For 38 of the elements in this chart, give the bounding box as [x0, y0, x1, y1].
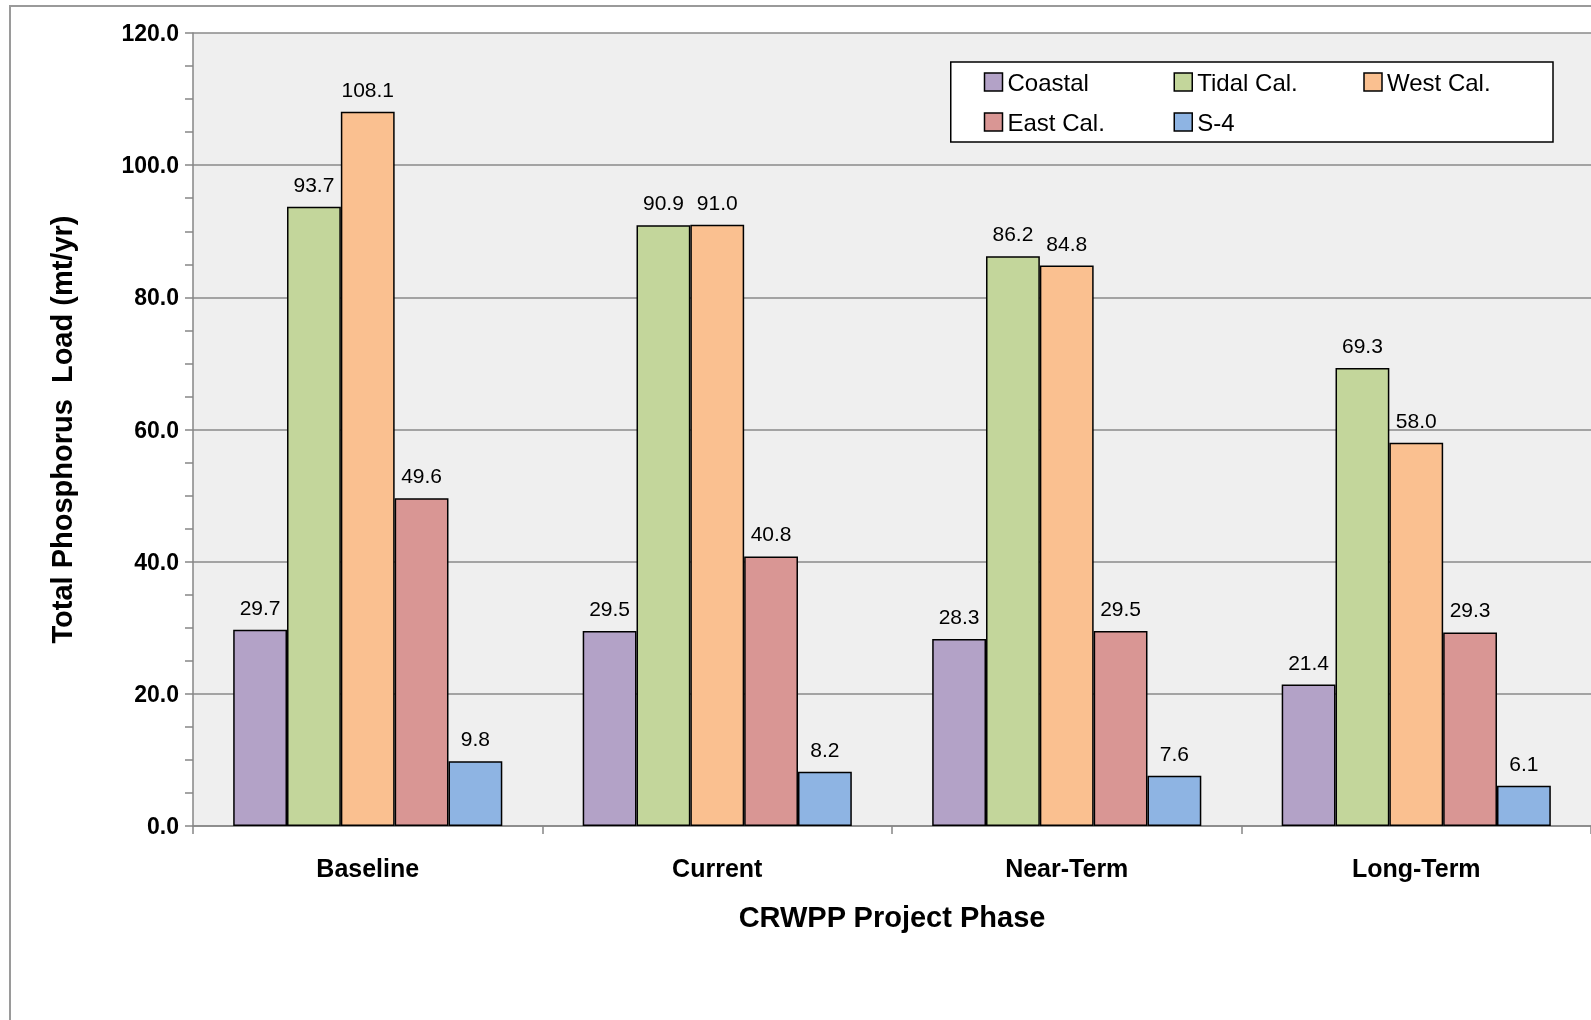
- legend-label: Tidal Cal.: [1197, 68, 1298, 96]
- data-label: 7.6: [1159, 741, 1189, 765]
- data-label: 29.5: [589, 597, 631, 621]
- data-label: 28.3: [938, 604, 980, 628]
- data-label: 84.8: [1046, 231, 1088, 255]
- legend-label: S-4: [1197, 108, 1235, 136]
- x-tick-label: Baseline: [316, 853, 420, 882]
- y-tick-label: 0.0: [147, 813, 179, 839]
- y-tick-label: 100.0: [121, 152, 179, 179]
- y-tick-label: 40.0: [134, 548, 179, 575]
- x-axis-title: CRWPP Project Phase: [738, 900, 1046, 933]
- data-label: 91.0: [696, 190, 738, 214]
- legend-label: East Cal.: [1007, 108, 1105, 136]
- data-label: 40.8: [750, 522, 792, 546]
- y-axis-title: Total Phosphorus Load (mt/yr): [45, 215, 78, 644]
- y-tick-label: 60.0: [134, 416, 179, 443]
- data-label: 29.7: [239, 595, 281, 619]
- data-label: 93.7: [293, 172, 335, 196]
- data-label: 6.1: [1509, 751, 1539, 775]
- x-tick-label: Long-Term: [1351, 853, 1481, 882]
- x-tick-label: Current: [672, 853, 764, 882]
- legend-label: West Cal.: [1387, 68, 1491, 96]
- x-tick-label: Near-Term: [1005, 853, 1129, 882]
- data-label: 8.2: [810, 737, 840, 761]
- y-tick-label: 80.0: [134, 284, 179, 311]
- y-tick-label: 20.0: [134, 680, 179, 707]
- data-label: 29.5: [1100, 597, 1142, 621]
- data-label: 58.0: [1395, 408, 1437, 432]
- data-label: 49.6: [401, 464, 443, 488]
- legend-label: Coastal: [1007, 68, 1089, 96]
- data-label: 90.9: [642, 191, 684, 215]
- y-tick-label: 120.0: [121, 20, 179, 46]
- data-label: 29.3: [1449, 598, 1491, 622]
- data-label: 69.3: [1341, 334, 1383, 358]
- data-label: 108.1: [341, 77, 395, 101]
- data-label: 86.2: [992, 222, 1034, 246]
- data-label: 9.8: [460, 727, 490, 751]
- data-label: 21.4: [1288, 650, 1330, 674]
